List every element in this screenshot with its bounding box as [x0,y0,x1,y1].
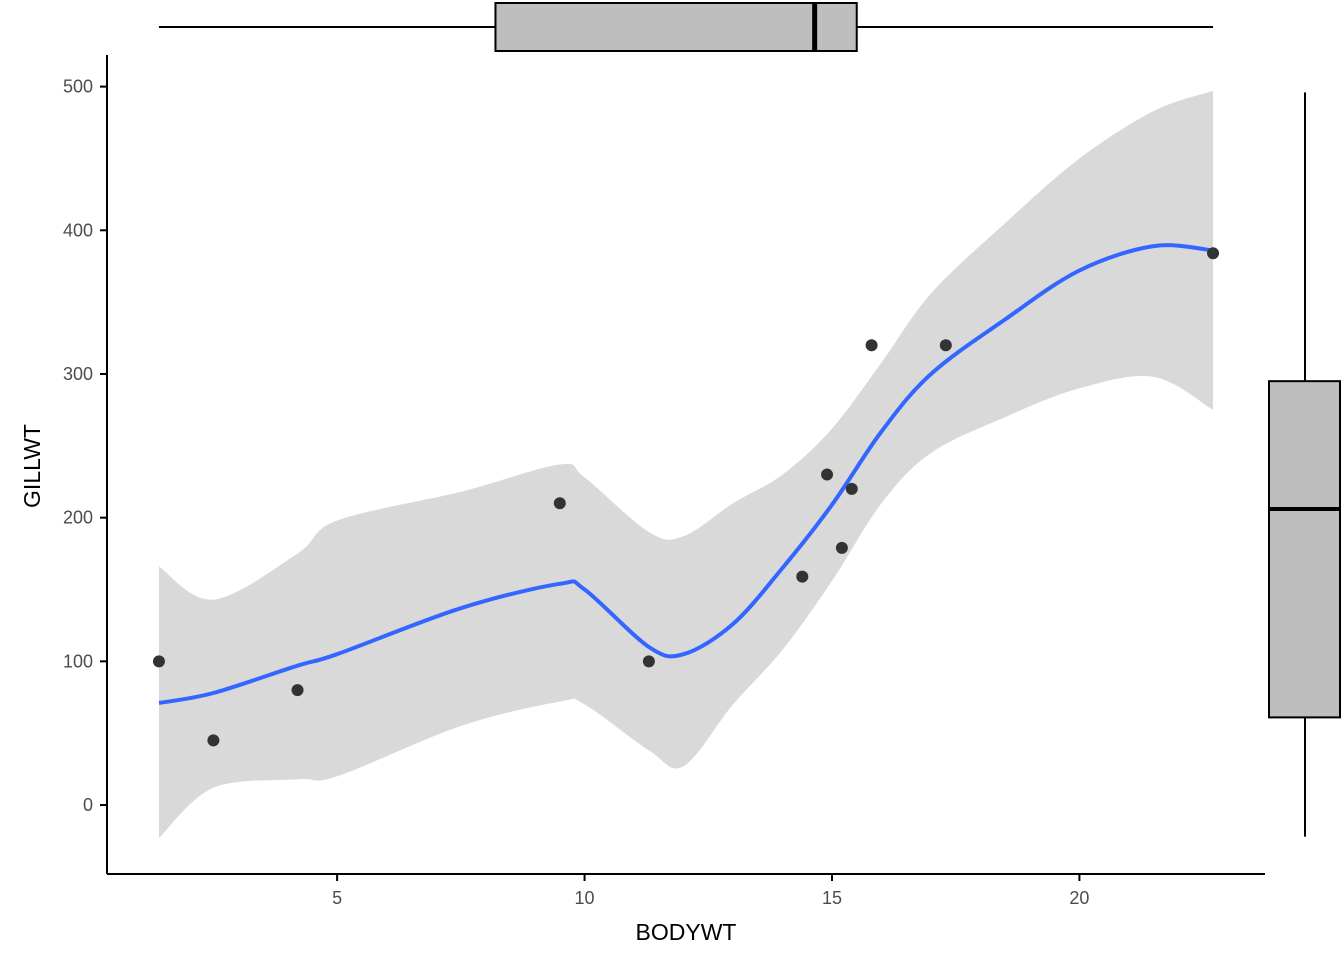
data-point [642,655,655,668]
data-point [865,339,878,352]
data-point [207,734,220,747]
y-axis-title: GILLWT [19,424,45,508]
data-point [1207,247,1220,260]
x-tick-label: 20 [1069,888,1089,908]
confidence-band [159,90,1213,839]
x-axis-title: BODYWT [636,919,737,945]
data-point [835,541,848,554]
y-tick-label: 300 [63,364,93,384]
data-point [845,482,858,495]
y-tick-label: 0 [83,795,93,815]
y-tick-label: 400 [63,220,93,240]
y-marginal-boxplot [1268,92,1341,837]
confidence-band-layer [159,90,1213,839]
smooth-line-layer [158,243,1214,705]
data-point [796,570,809,583]
x-box [494,2,858,52]
data-point [553,497,566,510]
y-tick-label: 100 [63,651,93,671]
x-tick-label: 5 [332,888,342,908]
x-tick-label: 15 [822,888,842,908]
smooth-line [158,243,1214,705]
y-box [1268,380,1341,719]
y-tick-label: 500 [63,77,93,97]
x-marginal-boxplot [158,2,1214,52]
data-point [152,655,165,668]
data-point [821,468,834,481]
data-point [291,684,304,697]
y-tick-label: 200 [63,508,93,528]
data-point [939,339,952,352]
x-tick-label: 10 [575,888,595,908]
points-layer [152,247,1220,747]
